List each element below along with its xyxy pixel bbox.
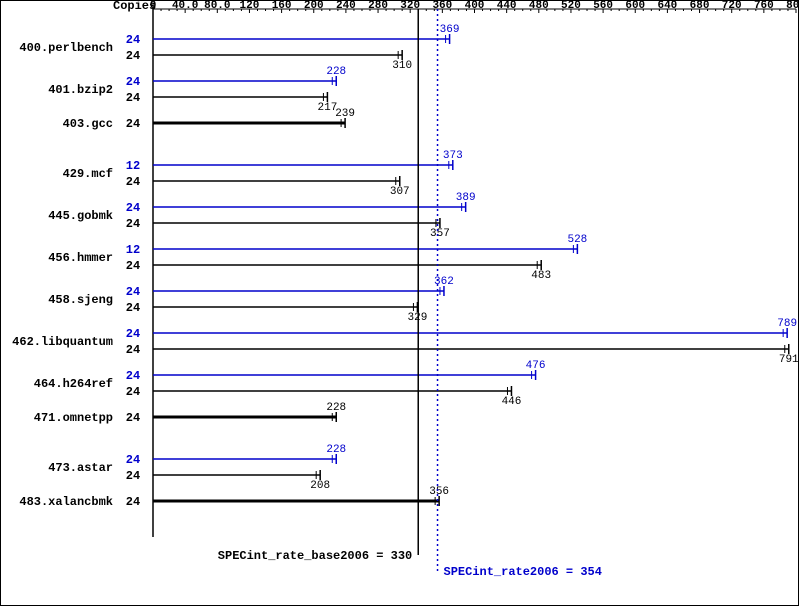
axis-tick-label: 440: [497, 1, 517, 12]
base-value-label: 446: [502, 396, 522, 408]
axis-tick-label: 360: [432, 1, 452, 12]
chart-svg: 040.080.01201602002402803203604004404805…: [1, 1, 798, 605]
benchmark-name: 429.mcf: [63, 167, 113, 181]
copies-value-base: 24: [126, 217, 140, 231]
copies-value-base: 24: [126, 259, 140, 273]
copies-value-base: 24: [126, 343, 140, 357]
single-value-label: 239: [335, 108, 355, 120]
benchmark-name: 464.h264ref: [34, 377, 113, 391]
axis-tick-label: 120: [240, 1, 260, 12]
copies-value-peak: 24: [126, 453, 140, 467]
copies-header: Copies: [113, 1, 156, 13]
axis-tick-label: 720: [722, 1, 742, 12]
copies-value-base: 24: [126, 49, 140, 63]
peak-value-label: 789: [777, 318, 797, 330]
base-value-label: 329: [408, 312, 428, 324]
copies-value: 24: [126, 411, 140, 425]
benchmark-name: 458.sjeng: [48, 293, 113, 307]
peak-value-label: 476: [526, 360, 546, 372]
benchmark-name: 401.bzip2: [48, 83, 113, 97]
benchmark-name: 483.xalancbmk: [19, 495, 113, 509]
axis-tick-label: 320: [400, 1, 420, 12]
single-value-label: 356: [429, 486, 449, 498]
base-value-label: 357: [430, 228, 450, 240]
axis-tick-label: 600: [625, 1, 645, 12]
copies-value: 24: [126, 117, 140, 131]
base-value-label: 307: [390, 186, 410, 198]
axis-tick-label: 480: [529, 1, 549, 12]
base-summary-label: SPECint_rate_base2006 = 330: [218, 549, 412, 563]
benchmark-name: 445.gobmk: [48, 209, 113, 223]
copies-value-base: 24: [126, 385, 140, 399]
axis-tick-label: 520: [561, 1, 581, 12]
peak-value-label: 369: [440, 24, 460, 36]
peak-value-label: 362: [434, 276, 454, 288]
peak-value-label: 228: [326, 444, 346, 456]
axis-tick-label: 200: [304, 1, 324, 12]
base-value-label: 208: [310, 480, 330, 492]
copies-value-peak: 24: [126, 327, 140, 341]
axis-tick-label: 560: [593, 1, 613, 12]
axis-tick-label: 760: [754, 1, 774, 12]
base-value-label: 791: [779, 354, 798, 366]
axis-tick-label: 280: [368, 1, 388, 12]
base-value-label: 310: [392, 60, 412, 72]
axis-tick-label: 800: [786, 1, 798, 12]
benchmark-name: 403.gcc: [63, 117, 113, 131]
copies-value-base: 24: [126, 91, 140, 105]
axis-tick-label: 680: [690, 1, 710, 12]
base-value-label: 483: [531, 270, 551, 282]
peak-value-label: 389: [456, 192, 476, 204]
benchmark-name: 471.omnetpp: [34, 411, 113, 425]
copies-value-peak: 24: [126, 75, 140, 89]
copies-value-peak: 24: [126, 201, 140, 215]
peak-value-label: 373: [443, 150, 463, 162]
benchmark-name: 400.perlbench: [19, 41, 113, 55]
axis-tick-label: 40.0: [172, 1, 198, 12]
benchmark-name: 473.astar: [48, 461, 113, 475]
axis-tick-label: 80.0: [204, 1, 230, 12]
copies-value-peak: 24: [126, 285, 140, 299]
peak-value-label: 528: [567, 234, 587, 246]
copies-value-base: 24: [126, 469, 140, 483]
benchmark-name: 456.hmmer: [48, 251, 113, 265]
peak-summary-label: SPECint_rate2006 = 354: [444, 565, 602, 579]
copies-value-base: 24: [126, 301, 140, 315]
axis-tick-label: 160: [272, 1, 292, 12]
copies-value: 24: [126, 495, 140, 509]
axis-tick-label: 400: [465, 1, 485, 12]
peak-value-label: 228: [326, 66, 346, 78]
copies-value-peak: 12: [126, 243, 140, 257]
axis-tick-label: 240: [336, 1, 356, 12]
copies-value-base: 24: [126, 175, 140, 189]
copies-value-peak: 24: [126, 33, 140, 47]
single-value-label: 228: [326, 402, 346, 414]
copies-value-peak: 24: [126, 369, 140, 383]
axis-tick-label: 640: [657, 1, 677, 12]
copies-value-peak: 12: [126, 159, 140, 173]
benchmark-name: 462.libquantum: [12, 335, 113, 349]
spec-rate-chart: 040.080.01201602002402803203604004404805…: [0, 0, 799, 606]
